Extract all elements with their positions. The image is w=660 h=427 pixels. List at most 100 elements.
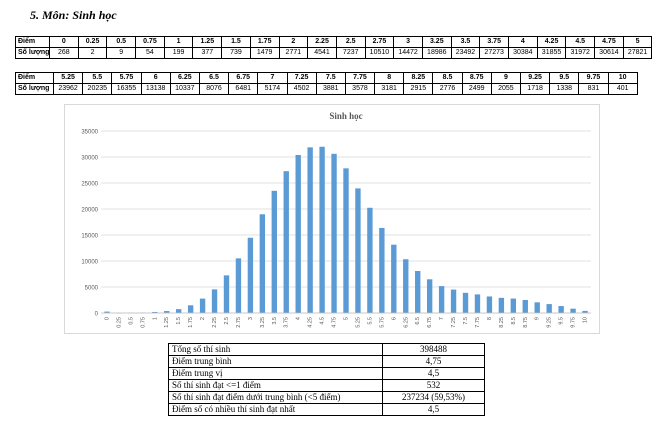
score-cell: 6 bbox=[140, 72, 171, 84]
score-cell: 3.75 bbox=[479, 36, 509, 48]
row-label-count: Số lượng bbox=[15, 47, 50, 59]
x-tick-label: 9.5 bbox=[559, 317, 565, 325]
count-cell: 1718 bbox=[519, 83, 551, 95]
count-cell: 14472 bbox=[393, 47, 423, 59]
y-tick-label: 20000 bbox=[81, 208, 98, 214]
x-tick-label: 4.5 bbox=[320, 317, 326, 325]
x-tick-label: 4.25 bbox=[308, 317, 314, 328]
score-cell: 5.25 bbox=[52, 72, 84, 84]
score-cell: 1.25 bbox=[192, 36, 223, 48]
count-cell: 1338 bbox=[549, 83, 580, 95]
chart-title: Sinh học bbox=[329, 111, 362, 121]
bar bbox=[331, 153, 337, 313]
stats-label: Điểm số có nhiều thí sinh đạt nhất bbox=[168, 403, 383, 416]
score-cell: 4.25 bbox=[536, 36, 567, 48]
x-tick-label: 8 bbox=[487, 317, 493, 320]
x-tick-label: 7.75 bbox=[475, 317, 481, 328]
stats-row: Tổng số thí sinh 398488 bbox=[168, 343, 485, 356]
count-cell: 27273 bbox=[479, 47, 509, 59]
stats-value: 4,75 bbox=[382, 355, 485, 368]
score-cell: 4.75 bbox=[594, 36, 624, 48]
score-cell: 8.75 bbox=[461, 72, 492, 84]
score-cell: 6.75 bbox=[228, 72, 259, 84]
score-cell: 2.25 bbox=[307, 36, 337, 48]
score-cell: 2.5 bbox=[335, 36, 366, 48]
stats-label: Điểm trung bình bbox=[168, 355, 383, 368]
bar bbox=[307, 147, 313, 313]
bar bbox=[534, 302, 540, 313]
stats-row: Số thí sinh đạt điểm dưới trung bình (<5… bbox=[168, 391, 485, 404]
x-tick-label: 2.25 bbox=[212, 317, 218, 328]
bar bbox=[462, 292, 469, 313]
score-cell: 5.75 bbox=[111, 72, 142, 84]
score-cell: 2 bbox=[278, 36, 309, 48]
count-cell: 10337 bbox=[169, 83, 200, 95]
score-row: Điểm 5.25 5.5 5.75 6 6.25 6.5 6.75 7 7.25 7.5 7.75… bbox=[15, 72, 638, 84]
y-tick-label: 5000 bbox=[85, 286, 99, 292]
bar bbox=[295, 155, 301, 313]
count-cell: 199 bbox=[163, 47, 194, 59]
bar bbox=[498, 297, 505, 313]
bar bbox=[391, 244, 397, 313]
x-tick-label: 2 bbox=[200, 317, 206, 320]
score-cell: 8.25 bbox=[403, 72, 434, 84]
count-cell: 3578 bbox=[344, 83, 376, 95]
x-tick-label: 1.25 bbox=[164, 317, 170, 328]
score-cell: 0.25 bbox=[77, 36, 108, 48]
count-cell: 1479 bbox=[249, 47, 280, 59]
bar bbox=[438, 286, 445, 313]
x-tick-label: 3.25 bbox=[260, 317, 266, 328]
stats-value: 398488 bbox=[382, 343, 485, 356]
x-tick-label: 7.25 bbox=[451, 317, 457, 328]
count-cell: 4541 bbox=[307, 47, 337, 59]
x-tick-label: 5.25 bbox=[355, 317, 361, 328]
score-cell: 3.25 bbox=[421, 36, 452, 48]
count-cell: 2 bbox=[77, 47, 108, 59]
bar bbox=[558, 306, 564, 313]
score-cell: 9.75 bbox=[578, 72, 609, 84]
score-distribution-table-1: Điểm 0 0.25 0.5 0.75 1 1.25 1.5 1.75 2 2.25 2.5 2.7… bbox=[15, 36, 653, 59]
bar bbox=[582, 310, 588, 313]
bar bbox=[152, 311, 158, 313]
bar bbox=[522, 300, 528, 313]
stats-label: Số thí sinh đạt điểm dưới trung bình (<5… bbox=[168, 391, 383, 404]
bar bbox=[235, 258, 242, 313]
count-cell: 739 bbox=[221, 47, 251, 59]
count-cell: 3181 bbox=[374, 83, 405, 95]
x-tick-label: 8.25 bbox=[499, 317, 505, 328]
stats-row: Điểm trung bình 4,75 bbox=[168, 355, 485, 368]
count-cell: 2776 bbox=[432, 83, 463, 95]
count-cell: 831 bbox=[578, 83, 609, 95]
count-cell: 30614 bbox=[594, 47, 624, 59]
stats-row: Điểm trung vị 4,5 bbox=[168, 367, 485, 380]
bar bbox=[486, 296, 493, 313]
score-cell: 9.5 bbox=[549, 72, 580, 84]
count-cell: 2055 bbox=[490, 83, 522, 95]
score-cell: 1.75 bbox=[249, 36, 280, 48]
x-tick-label: 3.5 bbox=[272, 317, 278, 325]
x-tick-label: 5.75 bbox=[379, 317, 385, 328]
count-cell: 4502 bbox=[286, 83, 317, 95]
score-cell: 9.25 bbox=[519, 72, 551, 84]
bar bbox=[546, 304, 552, 313]
bar bbox=[211, 289, 218, 313]
y-tick-label: 35000 bbox=[81, 130, 98, 136]
x-tick-label: 0.75 bbox=[140, 317, 146, 328]
x-tick-label: 8.75 bbox=[523, 317, 529, 328]
x-tick-label: 7.5 bbox=[463, 317, 469, 325]
bar bbox=[199, 298, 206, 313]
bar bbox=[379, 227, 385, 313]
count-cell: 23492 bbox=[450, 47, 481, 59]
count-cell: 2499 bbox=[461, 83, 492, 95]
count-cell: 8076 bbox=[198, 83, 230, 95]
score-cell: 8 bbox=[374, 72, 405, 84]
y-tick-label: 30000 bbox=[81, 156, 98, 162]
count-cell: 20235 bbox=[82, 83, 113, 95]
score-cell: 7.5 bbox=[315, 72, 346, 84]
x-tick-label: 8.5 bbox=[511, 317, 517, 325]
count-cell: 10510 bbox=[364, 47, 395, 59]
count-cell: 23962 bbox=[52, 83, 84, 95]
x-tick-label: 5.5 bbox=[367, 317, 373, 325]
count-cell: 2771 bbox=[278, 47, 309, 59]
bar bbox=[403, 259, 409, 313]
